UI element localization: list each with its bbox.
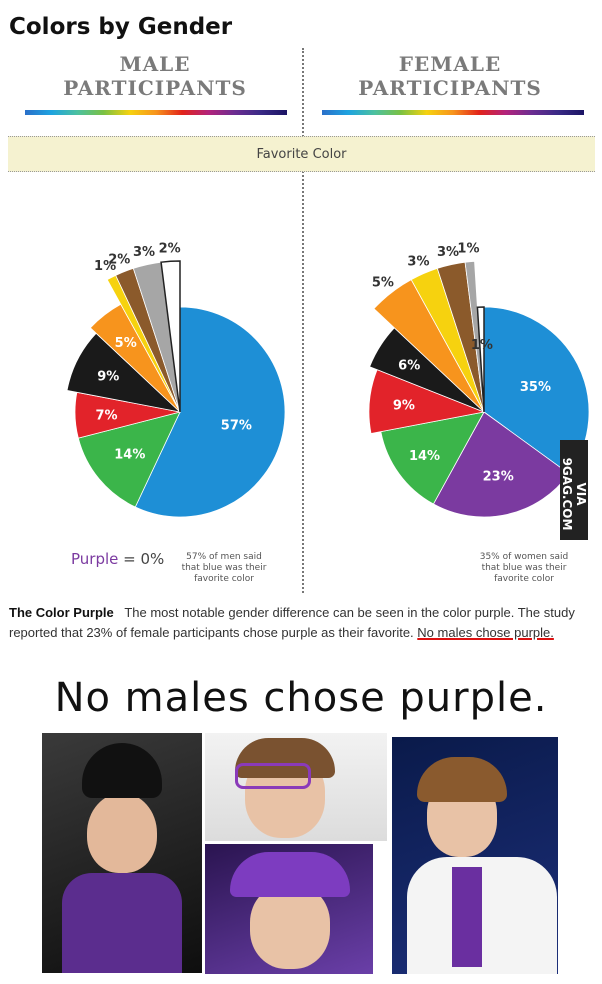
article-text: The Color Purple The most notable gender… (9, 603, 589, 643)
big-caption: No males chose purple. (54, 675, 548, 721)
male-pie-chart: 57%14%7%9%5%1%2%3% 2% (66, 241, 286, 518)
female-label-white: 1% (471, 338, 493, 353)
watermark: VIA 9GAG.COM (560, 440, 588, 540)
photo-1 (42, 733, 202, 973)
male-note-line: favorite color (194, 574, 254, 584)
female-label-green: 14% (409, 449, 440, 464)
male-rainbow-bar (25, 110, 287, 115)
male-note-line: 57% of men said (186, 552, 262, 562)
favorite-color-label: Favorite Color (256, 147, 347, 162)
male-label-yellow: 1% (94, 259, 116, 274)
female-note-line: 35% of women said (479, 552, 569, 562)
female-label-yellow: 3% (407, 255, 429, 270)
article-underlined: No males chose purple. (417, 625, 554, 640)
female-label-blue: 35% (520, 380, 551, 395)
male-slice-green (77, 411, 181, 508)
column-divider (302, 48, 304, 593)
male-slice-blue (134, 306, 286, 518)
male-note-line: that blue was their (181, 563, 267, 573)
male-label-green: 14% (114, 447, 145, 462)
male-slice-white (160, 260, 181, 413)
male-label-orange: 5% (115, 336, 137, 351)
page-title: Colors by Gender (9, 14, 233, 40)
female-pie-chart: 35%23%14%9%6%5%3%3%1%1% (368, 242, 590, 518)
male-note: 57% of men said that blue was their favo… (178, 552, 270, 585)
article-body: The most notable gender difference can b… (9, 605, 575, 640)
photo-2 (205, 733, 387, 841)
male-heading-line2: PARTICIPANTS (63, 76, 247, 100)
female-rainbow-bar (322, 110, 584, 115)
male-label-red: 7% (95, 408, 117, 423)
female-label-brown: 3% (437, 245, 459, 260)
photo-4 (392, 737, 558, 974)
male-heading-line1: MALE (119, 52, 191, 76)
male-heading: MALE PARTICIPANTS (30, 52, 280, 100)
female-label-purple: 23% (483, 470, 514, 485)
male-label-gray: 3% (133, 245, 155, 260)
purple-zero-value: = 0% (118, 550, 165, 568)
purple-word: Purple (71, 550, 119, 568)
pie-charts: 57%14%7%9%5%1%2%3% 2% 35%23%14%9%6%5%3%3%… (66, 241, 590, 518)
female-heading-line1: FEMALE (398, 52, 502, 76)
male-label-brown: 2% (108, 253, 130, 268)
female-heading-line2: PARTICIPANTS (358, 76, 542, 100)
female-label-black: 6% (398, 359, 420, 374)
female-slice-gray (464, 260, 485, 413)
favorite-color-band: Favorite Color (8, 136, 595, 172)
female-note-line: favorite color (494, 574, 554, 584)
female-slice-white (476, 306, 485, 413)
female-label-orange: 5% (372, 276, 394, 291)
male-label-white: 2% (159, 241, 181, 256)
female-note: 35% of women said that blue was their fa… (478, 552, 570, 585)
female-label-red: 9% (393, 398, 415, 413)
male-label-black: 9% (97, 369, 119, 384)
photo-3 (205, 844, 373, 974)
article-heading: The Color Purple (9, 605, 114, 620)
female-slice-purple (432, 411, 570, 518)
female-slice-green (380, 411, 485, 505)
purple-zero-label: Purple = 0% (71, 550, 164, 568)
watermark-text: VIA 9GAG.COM (560, 457, 588, 531)
female-label-gray: 1% (457, 242, 479, 257)
female-note-line: that blue was their (481, 563, 567, 573)
female-heading: FEMALE PARTICIPANTS (325, 52, 575, 100)
male-label-blue: 57% (221, 419, 252, 434)
